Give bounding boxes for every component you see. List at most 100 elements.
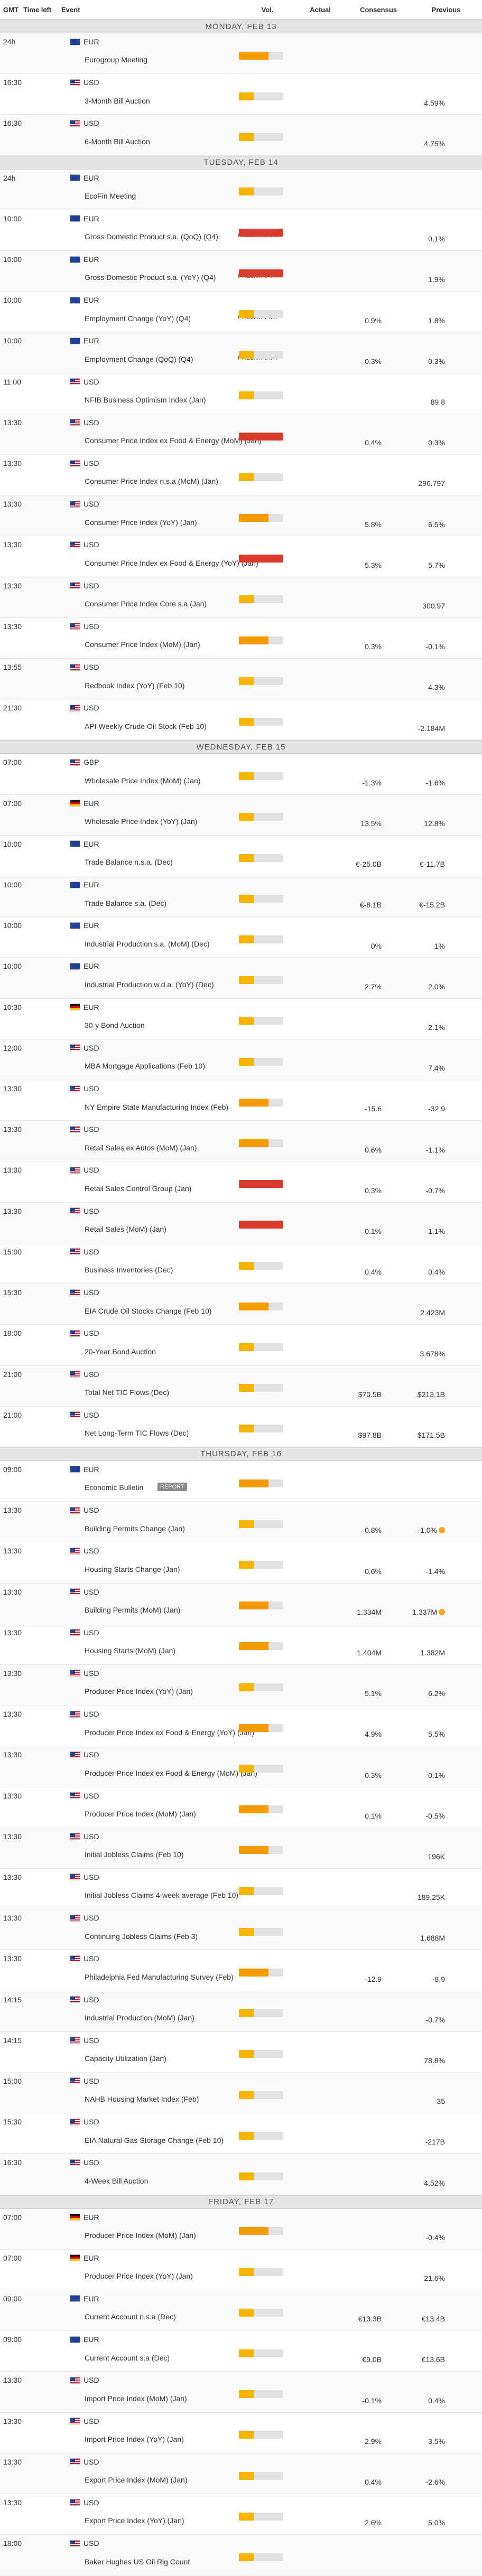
event-name[interactable]: Import Price Index (MoM) (Jan) [85, 2394, 187, 2403]
event-row[interactable]: 09:00 EUR Economic Bulletin REPORT [0, 1460, 482, 1502]
event-name[interactable]: Gross Domestic Product s.a. (YoY) (Q4) [85, 273, 216, 282]
event-name[interactable]: Producer Price Index (YoY) (Jan) [85, 1687, 193, 1696]
event-name[interactable]: MBA Mortgage Applications (Feb 10) [85, 1062, 206, 1071]
event-row[interactable]: 13:30 USD Consumer Price Index (YoY) (Jan)… [0, 495, 482, 537]
event-row[interactable]: 13:30 USD Consumer Price Index ex Food & E… [0, 536, 482, 577]
event-row[interactable]: 24h EUR Eurogroup Meeting [0, 33, 482, 74]
event-name[interactable]: Continuing Jobless Claims (Feb 3) [85, 1932, 198, 1941]
event-row[interactable]: 15:00 USD Business Inventories (Dec) 0.4% 0.… [0, 1243, 482, 1285]
event-row[interactable]: 13:30 USD Export Price Index (YoY) (Jan) 2.… [0, 2494, 482, 2535]
event-row[interactable]: 13:55 USD Redbook Index (YoY) (Feb 10) 4.3% [0, 659, 482, 700]
event-row[interactable]: 13:30 USD Consumer Price Index ex Food & E… [0, 414, 482, 455]
event-row[interactable]: 13:30 USD Retail Sales ex Autos (MoM) (Jan… [0, 1121, 482, 1162]
event-row[interactable]: 07:00 EUR Wholesale Price Index (YoY) (Jan… [0, 794, 482, 836]
event-row[interactable]: 09:00 EUR Current Account n.s.a (Dec) €13.3… [0, 2290, 482, 2331]
event-name[interactable]: Consumer Price Index (YoY) (Jan) [85, 518, 197, 527]
event-row[interactable]: 21:30 USD API Weekly Crude Oil Stock (Feb … [0, 699, 482, 741]
event-row[interactable]: 10:00 EUR Industrial Production s.a. (MoM)… [0, 917, 482, 958]
event-name[interactable]: Initial Jobless Claims (Feb 10) [85, 1850, 184, 1859]
event-name[interactable]: Import Price Index (YoY) (Jan) [85, 2435, 184, 2444]
event-row[interactable]: 10:00 EUR Trade Balance s.a. (Dec) €-8.1B €-… [0, 876, 482, 917]
event-name[interactable]: Gross Domestic Product s.a. (QoQ) (Q4) [85, 232, 218, 241]
event-name[interactable]: Retail Sales (MoM) (Jan) [85, 1225, 166, 1234]
event-row[interactable]: 07:00 GBP Wholesale Price Index (MoM) (Jan… [0, 754, 482, 795]
event-row[interactable]: 13:30 USD Consumer Price Index (MoM) (Jan)… [0, 617, 482, 659]
event-row[interactable]: 13:30 USD Building Permits Change (Jan) 0.8… [0, 1502, 482, 1543]
event-name[interactable]: NY Empire State Manufacturing Index (Feb… [85, 1102, 229, 1111]
event-name[interactable]: EIA Natural Gas Storage Change (Feb 10) [85, 2135, 224, 2144]
event-name[interactable]: Producer Price Index ex Food & Energy (M… [85, 1768, 257, 1777]
event-name[interactable]: Consumer Price Index ex Food & Energy (Y… [85, 558, 258, 567]
event-name[interactable]: Consumer Price Index (MoM) (Jan) [85, 640, 200, 649]
event-row[interactable]: 18:00 USD Baker Hughes US Oil Rig Count [0, 2535, 482, 2576]
event-row[interactable]: 18:00 USD 20-Year Bond Auction 3.678% [0, 1325, 482, 1366]
event-name[interactable]: Producer Price Index ex Food & Energy (Y… [85, 1728, 254, 1737]
event-row[interactable]: 13:30 USD Retail Sales Control Group (Jan)… [0, 1161, 482, 1203]
event-name[interactable]: Industrial Production (MoM) (Jan) [85, 2013, 194, 2022]
event-name[interactable]: 30-y Bond Auction [85, 1021, 145, 1030]
event-name[interactable]: EIA Crude Oil Stocks Change (Feb 10) [85, 1306, 212, 1315]
event-name[interactable]: Employment Change (QoQ) (Q4) [85, 354, 193, 363]
event-row[interactable]: 07:00 EUR Producer Price Index (MoM) (Jan)… [0, 2208, 482, 2250]
event-name[interactable]: 3-Month Bill Auction [85, 96, 150, 105]
event-row[interactable]: 13:30 USD Consumer Price Index Core s.a (J… [0, 577, 482, 618]
event-row[interactable]: 10:00 EUR Industrial Production w.d.a. (Yo… [0, 958, 482, 999]
event-name[interactable]: Trade Balance s.a. (Dec) [85, 898, 167, 907]
event-name[interactable]: Wholesale Price Index (MoM) (Jan) [85, 776, 201, 785]
event-row[interactable]: 13:30 USD Housing Starts (MoM) (Jan) 1.404M… [0, 1624, 482, 1665]
event-row[interactable]: 14:15 USD Industrial Production (MoM) (Jan… [0, 1991, 482, 2032]
event-row[interactable]: 15:30 USD EIA Natural Gas Storage Change (… [0, 2113, 482, 2155]
event-row[interactable]: 13:30 USD Import Price Index (YoY) (Jan) 2.… [0, 2412, 482, 2453]
event-name[interactable]: Wholesale Price Index (YoY) (Jan) [85, 817, 198, 826]
event-row[interactable]: 10:00 EUR Trade Balance n.s.a. (Dec) €-25.0… [0, 835, 482, 877]
event-row[interactable]: 16:30 USD 6-Month Bill Auction 4.75% [0, 115, 482, 156]
event-row[interactable]: 13:30 USD Building Permits (MoM) (Jan) 1.33… [0, 1583, 482, 1624]
event-row[interactable]: 16:30 USD 4-Week Bill Auction 4.52% [0, 2154, 482, 2195]
event-row[interactable]: 12:00 USD MBA Mortgage Applications (Feb 1… [0, 1039, 482, 1081]
event-name[interactable]: NFIB Business Optimism Index (Jan) [85, 396, 206, 405]
event-name[interactable]: Net Long-Term TIC Flows (Dec) [85, 1429, 189, 1438]
event-row[interactable]: 16:30 USD 3-Month Bill Auction 4.59% [0, 74, 482, 115]
event-name[interactable]: Building Permits Change (Jan) [85, 1524, 185, 1533]
event-name[interactable]: Current Account s.a (Dec) [85, 2353, 170, 2362]
event-name[interactable]: Producer Price Index (MoM) (Jan) [85, 2231, 196, 2240]
event-row[interactable]: 13:30 USD Producer Price Index (YoY) (Jan)… [0, 1664, 482, 1706]
event-name[interactable]: Producer Price Index (YoY) (Jan) [85, 2272, 193, 2281]
event-row[interactable]: 13:30 USD Producer Price Index ex Food & E… [0, 1706, 482, 1747]
event-name[interactable]: Building Permits (MoM) (Jan) [85, 1605, 181, 1614]
event-row[interactable]: 13:30 USD NY Empire State Manufacturing In… [0, 1080, 482, 1121]
event-name[interactable]: Capacity Utilization (Jan) [85, 2054, 166, 2063]
event-row[interactable]: 13:30 USD Producer Price Index (MoM) (Jan)… [0, 1787, 482, 1828]
event-row[interactable]: 10:00 EUR Gross Domestic Product s.a. (QoQ… [0, 210, 482, 251]
event-name[interactable]: Producer Price Index (MoM) (Jan) [85, 1809, 196, 1818]
event-name[interactable]: Eurogroup Meeting [85, 55, 148, 64]
event-name[interactable]: 20-Year Bond Auction [85, 1347, 156, 1356]
event-name[interactable]: Business Inventories (Dec) [85, 1266, 173, 1275]
event-row[interactable]: 10:00 EUR Gross Domestic Product s.a. (YoY… [0, 251, 482, 292]
event-name[interactable]: Philadelphia Fed Manufacturing Survey (F… [85, 1972, 234, 1981]
event-row[interactable]: 13:30 USD Import Price Index (MoM) (Jan) -0… [0, 2372, 482, 2413]
event-name[interactable]: Export Price Index (MoM) (Jan) [85, 2476, 188, 2485]
event-name[interactable]: Export Price Index (YoY) (Jan) [85, 2516, 184, 2525]
event-row[interactable]: 11:00 USD NFIB Business Optimism Index (Ja… [0, 373, 482, 414]
event-row[interactable]: 13:30 USD Housing Starts Change (Jan) 0.6% -… [0, 1542, 482, 1584]
event-name[interactable]: Industrial Production s.a. (MoM) (Dec) [85, 939, 210, 948]
event-row[interactable]: 21:00 USD Total Net TIC Flows (Dec) $70.5B $… [0, 1365, 482, 1407]
event-name[interactable]: 4-Week Bill Auction [85, 2176, 149, 2185]
report-button[interactable]: REPORT [157, 1483, 187, 1492]
event-row[interactable]: 10:30 EUR 30-y Bond Auction 2.1% [0, 998, 482, 1039]
event-name[interactable]: Current Account n.s.a (Dec) [85, 2312, 176, 2321]
event-name[interactable]: Employment Change (YoY) (Q4) [85, 314, 191, 323]
event-name[interactable]: Retail Sales Control Group (Jan) [85, 1184, 192, 1193]
event-row[interactable]: 15:00 USD NAHB Housing Market Index (Feb) 3… [0, 2072, 482, 2114]
event-name[interactable]: Consumer Price Index Core s.a (Jan) [85, 599, 207, 608]
event-row[interactable]: 13:30 USD Philadelphia Fed Manufacturing S… [0, 1950, 482, 1991]
event-name[interactable]: Consumer Price Index ex Food & Energy (M… [85, 436, 262, 445]
event-row[interactable]: 13:30 USD Initial Jobless Claims (Feb 10) 1… [0, 1828, 482, 1869]
event-name[interactable]: Retail Sales ex Autos (MoM) (Jan) [85, 1143, 197, 1152]
event-name[interactable]: Housing Starts (MoM) (Jan) [85, 1646, 175, 1655]
event-row[interactable]: 24h EUR EcoFin Meeting [0, 169, 482, 210]
event-row[interactable]: 21:00 USD Net Long-Term TIC Flows (Dec) $97… [0, 1406, 482, 1447]
event-row[interactable]: 13:30 USD Producer Price Index ex Food & E… [0, 1746, 482, 1787]
